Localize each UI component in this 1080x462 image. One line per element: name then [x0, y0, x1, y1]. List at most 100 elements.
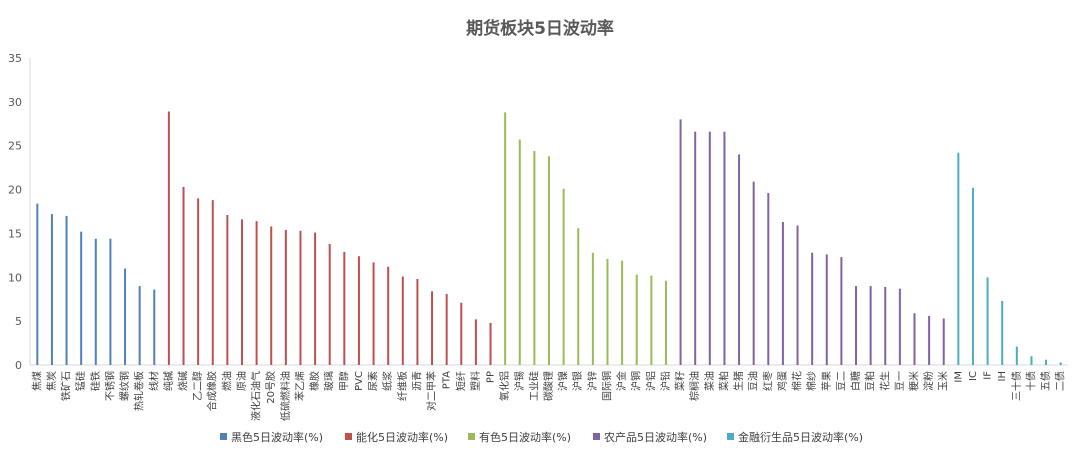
- bar-对二甲苯: [431, 291, 434, 365]
- bar-玉米: [942, 318, 945, 365]
- x-tick-label: 橡胶: [308, 371, 321, 391]
- x-tick-label: 硅铁: [89, 371, 102, 391]
- x-tick-label: 五债: [1039, 371, 1052, 391]
- bar-硅铁: [94, 238, 97, 365]
- bar-IC: [971, 187, 974, 365]
- bar-塑料: [474, 319, 477, 365]
- x-tick-label: 沪锌: [586, 371, 599, 391]
- x-tick-label: 白糖: [849, 371, 862, 391]
- x-tick-label: 菜籽: [675, 371, 687, 391]
- x-tick-label: 烧碱: [177, 371, 190, 391]
- bar-沪镍: [562, 188, 565, 365]
- legend-label: 农产品5日波动率(%): [604, 430, 707, 444]
- x-tick-label: 锰硅: [74, 371, 87, 391]
- x-tick-label: 纸浆: [381, 371, 394, 391]
- bar-国际铜: [606, 258, 609, 365]
- x-tick-label: 合成橡胶: [206, 371, 219, 411]
- bar-短纤: [460, 302, 463, 365]
- x-tick-label: PVC: [354, 371, 365, 391]
- bar-棉纱: [811, 252, 814, 365]
- bar-玻璃: [328, 243, 331, 365]
- bar-甲醇: [343, 251, 346, 365]
- bar-纯碱: [167, 111, 170, 366]
- x-tick-label: 碳酸锂: [542, 371, 555, 401]
- x-tick-label: PTA: [442, 371, 453, 389]
- x-tick-label: 工业硅: [527, 371, 540, 401]
- x-tick-label: 十债: [1024, 371, 1037, 391]
- bar-红枣: [767, 193, 770, 365]
- bar-铁矿石: [65, 215, 68, 365]
- x-tick-label: 原油: [235, 371, 248, 391]
- bar-燃油: [226, 215, 229, 365]
- y-tick-label: 0: [15, 359, 22, 372]
- x-tick-label: 红枣: [761, 371, 774, 391]
- bar-PTA: [445, 293, 448, 365]
- legend-swatch: [593, 433, 600, 440]
- bar-三十债: [1015, 346, 1018, 365]
- legend-label: 金融衍生品5日波动率(%): [738, 430, 863, 444]
- bar-氧化铝: [504, 112, 507, 365]
- bar-菜粕: [723, 131, 726, 365]
- bar-十债: [1030, 356, 1033, 365]
- x-tick-label: 纤维板: [396, 371, 409, 401]
- x-tick-label: IM: [953, 371, 964, 383]
- x-tick-label: 豆一: [894, 371, 906, 391]
- bar-花生: [884, 286, 887, 365]
- y-tick-label: 25: [8, 140, 22, 153]
- bar-工业硅: [533, 150, 536, 365]
- bar-沪铜: [635, 274, 638, 365]
- x-tick-label: 焦煤: [30, 371, 43, 391]
- legend-swatch: [468, 433, 475, 440]
- bar-豆二: [840, 257, 843, 365]
- x-tick-label: 螺纹钢: [118, 371, 131, 401]
- bar-豆粕: [869, 286, 872, 365]
- x-tick-label: 热轧卷板: [133, 371, 146, 411]
- bar-苯乙烯: [299, 230, 302, 365]
- bar-棉花: [796, 225, 799, 365]
- x-tick-label: 棕榈油: [688, 371, 701, 401]
- x-tick-label: 纯碱: [162, 371, 175, 391]
- bar-锰硅: [80, 231, 83, 365]
- bar-沪金: [621, 260, 624, 365]
- bar-棕榈油: [694, 131, 697, 365]
- x-tick-label: 沪金: [615, 371, 628, 391]
- y-tick-label: 10: [8, 271, 22, 284]
- bar-焦炭: [50, 214, 53, 365]
- x-tick-label: 甲醇: [337, 371, 350, 391]
- bar-液化石油气: [255, 221, 258, 365]
- x-tick-label: 玻璃: [323, 371, 336, 391]
- y-tick-label: 15: [8, 227, 22, 240]
- bar-焦煤: [36, 203, 39, 365]
- x-tick-label: 豆粕: [864, 371, 877, 391]
- legend-label: 有色5日波动率(%): [479, 430, 571, 444]
- x-tick-label: 乙二醇: [191, 371, 204, 401]
- x-tick-label: 玉米: [937, 371, 950, 391]
- bar-烧碱: [182, 186, 185, 365]
- x-tick-label: 豆二: [835, 371, 847, 391]
- bar-尿素: [372, 262, 375, 365]
- bar-螺纹钢: [124, 268, 127, 365]
- x-tick-label: 低硫燃料油: [279, 371, 292, 421]
- bar-碳酸锂: [548, 156, 550, 365]
- bar-不锈钢: [109, 238, 112, 365]
- y-tick-label: 20: [8, 184, 22, 197]
- chart-title: 期货板块5日波动率: [466, 19, 614, 39]
- bar-PP: [489, 322, 492, 365]
- bar-沪锡: [518, 139, 521, 365]
- x-tick-label: 沪镍: [557, 371, 570, 391]
- bar-淀粉: [928, 315, 931, 365]
- x-tick-label: 尿素: [367, 371, 380, 391]
- x-tick-label: 焦炭: [45, 371, 58, 391]
- x-tick-label: 苯乙烯: [293, 371, 306, 401]
- legend-swatch: [727, 433, 734, 440]
- x-tick-label: 沪铜: [630, 371, 643, 391]
- x-tick-label: 沪银: [571, 371, 584, 391]
- x-tick-label: 豆油: [747, 371, 760, 391]
- bar-二债: [1059, 362, 1062, 365]
- x-tick-label: 燃油: [220, 371, 233, 391]
- y-tick-label: 35: [8, 52, 22, 65]
- x-tick-label: 氧化铝: [498, 371, 511, 401]
- x-tick-label: 沥青: [410, 371, 423, 391]
- x-tick-label: 塑料: [469, 371, 482, 391]
